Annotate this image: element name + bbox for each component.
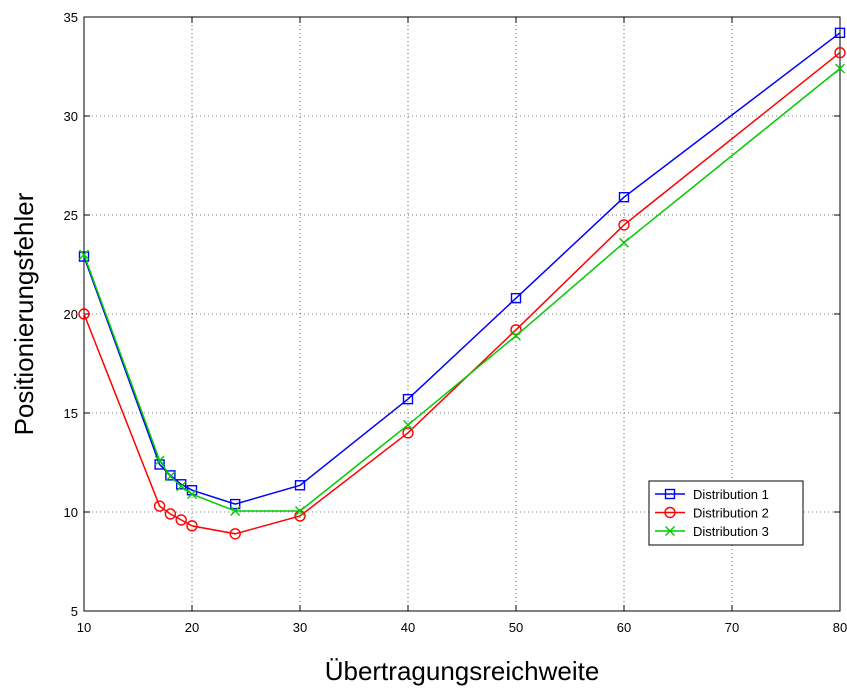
x-tick-label: 10	[77, 620, 91, 635]
y-tick-label: 30	[64, 109, 78, 124]
data-point	[510, 292, 522, 304]
legend: Distribution 1 Distribution 2 Distribution…	[648, 480, 804, 546]
data-point	[835, 63, 845, 74]
data-point	[187, 489, 197, 500]
legend-item: Distribution 2	[655, 506, 769, 521]
data-point	[402, 393, 414, 405]
x-tick-label: 30	[293, 620, 307, 635]
data-point	[229, 498, 241, 510]
data-point	[164, 508, 177, 520]
data-point	[176, 481, 187, 492]
data-point	[175, 514, 187, 526]
y-tick-label: 5	[71, 604, 78, 619]
series-2	[78, 46, 846, 540]
data-point	[294, 480, 306, 491]
data-point	[175, 479, 187, 490]
legend-label: Distribution 2	[693, 506, 769, 521]
y-tick-label: 35	[64, 10, 78, 25]
data-point	[403, 419, 413, 430]
x-tick-label: 20	[185, 620, 199, 635]
grid-lines	[84, 17, 840, 611]
legend-label: Distribution 3	[693, 524, 769, 539]
x-tick-label: 40	[401, 620, 415, 635]
x-tick-label: 60	[617, 620, 631, 635]
data-point	[511, 330, 521, 341]
legend-marker	[664, 506, 676, 519]
legend-item: Distribution 1	[655, 487, 769, 502]
x-axis-title: Übertragungsreichweite	[325, 656, 600, 686]
data-point	[78, 308, 90, 320]
series-layer	[78, 27, 846, 540]
y-tick-label: 20	[64, 307, 78, 322]
data-point	[295, 506, 305, 517]
legend-marker	[665, 526, 675, 536]
data-point	[165, 470, 176, 481]
y-tick-label: 25	[64, 208, 78, 223]
data-point	[165, 471, 176, 482]
series-3	[79, 63, 845, 517]
data-point	[618, 191, 630, 203]
x-tick-label: 50	[509, 620, 523, 635]
x-tick-label: 80	[833, 620, 847, 635]
y-tick-label: 10	[64, 505, 78, 520]
data-point	[78, 251, 90, 262]
data-point	[402, 427, 414, 439]
data-point	[834, 46, 846, 59]
data-point	[619, 237, 629, 248]
data-point	[834, 27, 846, 39]
legend-item: Distribution 3	[655, 524, 769, 539]
data-point	[153, 500, 166, 512]
legend-label: Distribution 1	[693, 487, 769, 502]
legend-marker	[664, 488, 676, 500]
y-tick-label: 15	[64, 406, 78, 421]
data-point	[229, 528, 241, 540]
data-point	[79, 249, 89, 260]
data-point	[186, 520, 198, 532]
x-tick-label: 70	[725, 620, 739, 635]
data-point	[618, 219, 630, 231]
data-point	[230, 506, 241, 517]
y-axis-title: Positionierungsfehler	[9, 192, 39, 435]
data-point	[154, 455, 165, 466]
